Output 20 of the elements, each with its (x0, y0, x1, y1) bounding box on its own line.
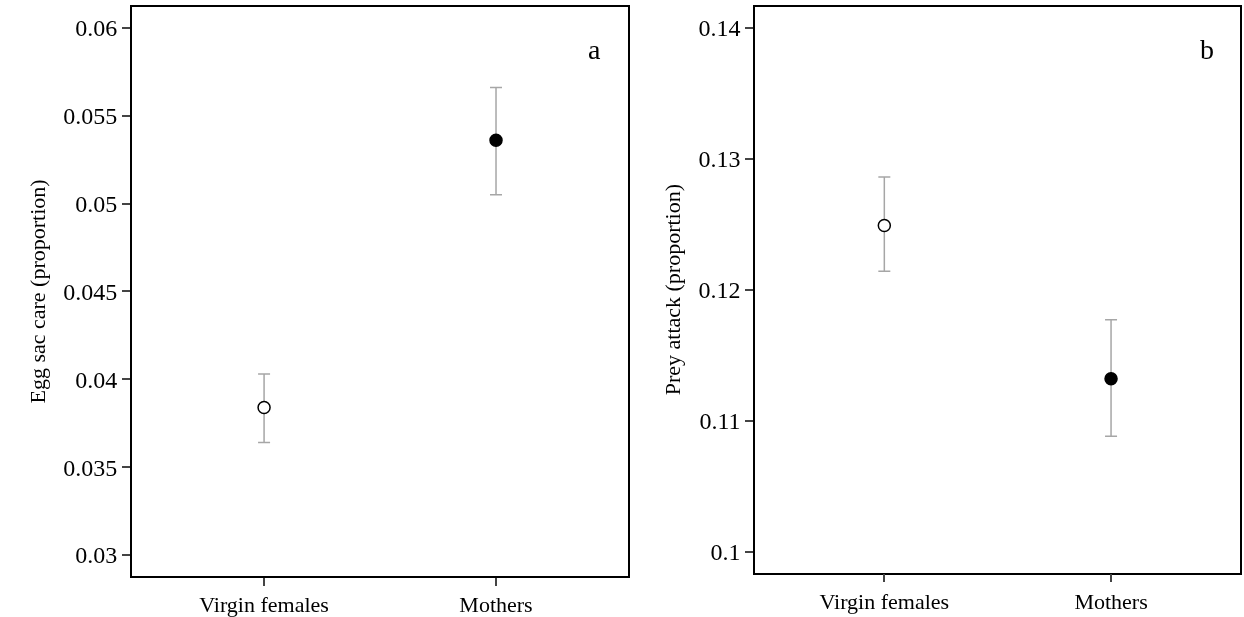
y-tick-label: 0.11 (699, 407, 741, 434)
y-tick-label: 0.04 (75, 366, 118, 393)
y-tick-label: 0.14 (698, 15, 741, 42)
y-axis-title: Egg sac care (proportion) (24, 179, 50, 404)
y-tick-label: 0.055 (63, 103, 118, 130)
x-tick-label: Mothers (459, 592, 533, 617)
y-tick-label: 0.03 (75, 542, 118, 569)
x-tick-label: Virgin females (819, 588, 950, 614)
x-tick-label: Mothers (1074, 588, 1148, 614)
y-tick-label: 0.035 (63, 454, 118, 481)
annotation: a (588, 34, 601, 65)
y-tick-label: 0.12 (698, 277, 741, 304)
annotation: b (1200, 34, 1214, 65)
y-tick-label: 0.1 (710, 538, 741, 565)
y-tick-label: 0.06 (75, 15, 118, 42)
y-tick-label: 0.05 (75, 190, 118, 217)
y-tick-label: 0.13 (698, 146, 741, 173)
x-tick-label: Virgin females (199, 592, 329, 617)
y-axis-title: Prey attack (proportion) (659, 183, 685, 396)
y-tick-label: 0.045 (63, 278, 118, 305)
